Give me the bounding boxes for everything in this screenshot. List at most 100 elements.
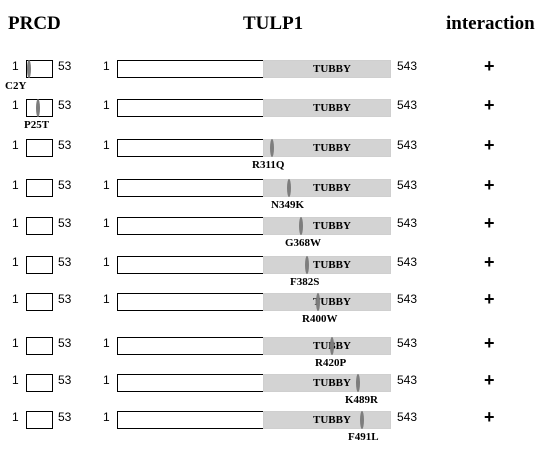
mutation-row: 1 53 1 TUBBY 543 N349K +	[0, 175, 550, 211]
interaction-plus: +	[484, 56, 495, 76]
tubby-domain-label: TUBBY	[313, 182, 351, 194]
tulp1-end-label: 543	[397, 373, 418, 387]
mutation-row: 1 53 1 TUBBY 543 R311Q +	[0, 135, 550, 171]
prcd-end-label: 53	[58, 410, 72, 424]
tulp1-protein-bar	[117, 99, 263, 117]
mutation-label: K489R	[345, 394, 378, 406]
mutation-label: N349K	[271, 199, 304, 211]
mutation-label: G368W	[285, 237, 322, 249]
interaction-plus: +	[484, 95, 495, 115]
prcd-protein-bar	[26, 374, 53, 392]
prcd-protein-bar	[26, 411, 53, 429]
tulp1-start-label: 1	[103, 336, 110, 350]
tubby-domain	[263, 179, 391, 197]
mutation-marker	[316, 293, 320, 311]
tulp1-start-label: 1	[103, 98, 110, 112]
tubby-domain-label: TUBBY	[313, 296, 351, 308]
prcd-end-label: 53	[58, 336, 72, 350]
mutation-marker	[305, 256, 309, 274]
prcd-start-label: 1	[12, 255, 19, 269]
prcd-end-label: 53	[58, 59, 72, 73]
mutation-label: R400W	[302, 313, 338, 325]
header-tulp1: TULP1	[243, 13, 304, 34]
tubby-domain	[263, 293, 391, 311]
header-interaction: interaction	[446, 13, 535, 34]
tubby-domain-label: TUBBY	[313, 142, 351, 154]
tulp1-protein-bar	[117, 217, 263, 235]
prcd-protein-bar	[26, 139, 53, 157]
mutation-row: 1531TUBBY543R420P+	[0, 333, 550, 369]
tulp1-end-label: 543	[397, 98, 418, 112]
mutation-marker	[360, 411, 364, 429]
tulp1-protein-bar	[117, 293, 263, 311]
prcd-protein-bar	[26, 60, 53, 78]
tulp1-end-label: 543	[397, 59, 418, 73]
prcd-start-label: 1	[12, 98, 19, 112]
interaction-plus: +	[484, 370, 495, 390]
tulp1-start-label: 1	[103, 373, 110, 387]
mutation-marker	[27, 60, 31, 78]
tulp1-start-label: 1	[103, 178, 110, 192]
tulp1-protein-bar	[117, 256, 263, 274]
mutation-label: R311Q	[252, 159, 285, 171]
tulp1-start-label: 1	[103, 410, 110, 424]
mutation-marker	[299, 217, 303, 235]
interaction-plus: +	[484, 333, 495, 353]
tubby-domain	[263, 139, 391, 157]
tulp1-end-label: 543	[397, 178, 418, 192]
prcd-start-label: 1	[12, 336, 19, 350]
prcd-end-label: 53	[58, 373, 72, 387]
mutation-row: 1 53 1 TUBBY 543 P25T +	[0, 95, 550, 131]
interaction-plus: +	[484, 407, 495, 427]
mutation-row: 1 53 1 TUBBY 543 F382S +	[0, 252, 550, 288]
mutation-row: 1 53 1 TUBBY 543 F491L +	[0, 407, 550, 443]
interaction-plus: +	[484, 135, 495, 155]
prcd-start-label: 1	[12, 178, 19, 192]
tulp1-protein-bar	[117, 411, 263, 429]
interaction-plus: +	[484, 175, 495, 195]
tulp1-protein-bar	[117, 139, 263, 157]
prcd-protein-bar	[26, 217, 53, 235]
tubby-domain	[263, 411, 391, 429]
interaction-plus: +	[484, 289, 495, 309]
mutation-marker	[330, 337, 334, 355]
mutation-row: 1 53 1 TUBBY 543 R400W +	[0, 289, 550, 325]
prcd-protein-bar	[26, 293, 53, 311]
tubby-domain-label: TUBBY	[313, 102, 351, 114]
header-prcd: PRCD	[8, 13, 61, 34]
tulp1-end-label: 543	[397, 255, 418, 269]
tubby-domain-label: TUBBY	[313, 377, 351, 389]
mutation-label: C2Y	[5, 80, 27, 92]
tulp1-start-label: 1	[103, 292, 110, 306]
tubby-domain-label: TUBBY	[313, 414, 351, 426]
prcd-start-label: 1	[12, 292, 19, 306]
tubby-domain-label: TUBBY	[313, 259, 351, 271]
prcd-start-label: 1	[12, 216, 19, 230]
mutation-marker	[36, 99, 40, 117]
tulp1-protein-bar	[117, 179, 263, 197]
mutation-label: P25T	[24, 119, 50, 131]
tulp1-end-label: 543	[397, 216, 418, 230]
tubby-domain	[263, 99, 391, 117]
tulp1-end-label: 543	[397, 292, 418, 306]
mutation-label: F382S	[290, 276, 320, 288]
prcd-protein-bar	[26, 337, 53, 355]
prcd-end-label: 53	[58, 216, 72, 230]
prcd-end-label: 53	[58, 138, 72, 152]
tubby-domain	[263, 217, 391, 235]
mutation-marker	[356, 374, 360, 392]
tubby-domain	[263, 337, 391, 355]
prcd-protein-bar	[26, 256, 53, 274]
tulp1-end-label: 543	[397, 336, 418, 350]
prcd-start-label: 1	[12, 138, 19, 152]
prcd-end-label: 53	[58, 98, 72, 112]
interaction-plus: +	[484, 252, 495, 272]
interaction-plus: +	[484, 213, 495, 233]
tulp1-start-label: 1	[103, 216, 110, 230]
tubby-domain-label: TUBBY	[313, 220, 351, 232]
tulp1-start-label: 1	[103, 138, 110, 152]
tulp1-end-label: 543	[397, 410, 418, 424]
tulp1-protein-bar	[117, 60, 263, 78]
prcd-end-label: 53	[58, 292, 72, 306]
mutation-label: R420P	[315, 357, 347, 369]
